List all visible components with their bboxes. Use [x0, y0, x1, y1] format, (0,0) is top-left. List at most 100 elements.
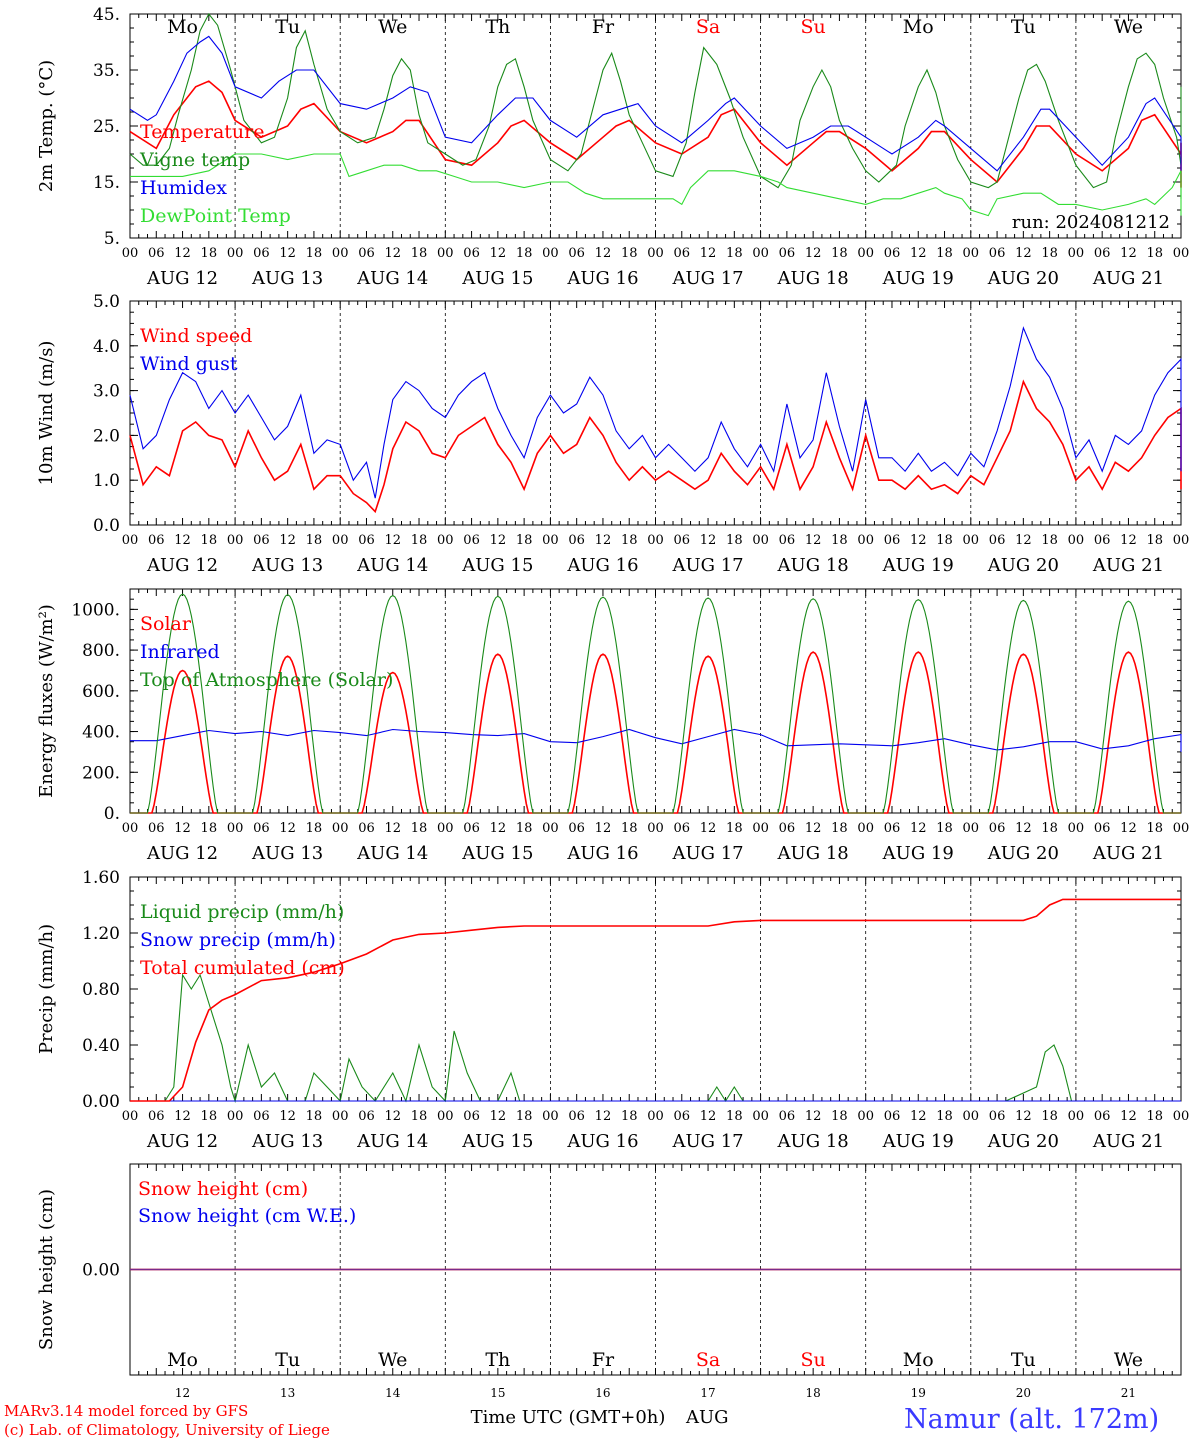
hour-label: 00	[647, 821, 664, 836]
hour-label: 00	[122, 821, 139, 836]
legend-entry: Infrared	[140, 641, 220, 663]
hour-label: 00	[332, 533, 349, 548]
run-label: run: 2024081212	[1012, 212, 1170, 233]
legend-entry: Humidex	[140, 177, 227, 199]
date-label: AUG 15	[461, 555, 533, 576]
hour-label: 00	[963, 1109, 980, 1124]
day-name-bottom: Mo	[167, 1349, 198, 1371]
day-name-top: Tu	[275, 16, 300, 38]
hour-label: 12	[490, 246, 507, 261]
legend-entry: Snow height (cm W.E.)	[138, 1205, 356, 1227]
hour-label: 00	[437, 1109, 454, 1124]
series-line-wind-gust	[129, 326, 1182, 499]
day-number: 13	[280, 1386, 295, 1400]
hour-label: 12	[700, 246, 717, 261]
hour-label: 12	[595, 246, 612, 261]
hour-label: 06	[148, 533, 165, 548]
hour-label: 18	[201, 821, 218, 836]
hour-label: 18	[936, 821, 953, 836]
day-number: 15	[490, 1386, 505, 1400]
day-name-bottom: Mo	[903, 1349, 934, 1371]
hour-label: 12	[1015, 1109, 1032, 1124]
legend-entry: Top of Atmosphere (Solar)	[140, 669, 393, 691]
hour-label: 06	[779, 246, 796, 261]
hour-label: 12	[384, 821, 401, 836]
hour-label: 12	[595, 821, 612, 836]
hour-label: 00	[227, 821, 244, 836]
hour-label: 06	[148, 246, 165, 261]
hour-label: 12	[384, 533, 401, 548]
hour-label: 12	[490, 533, 507, 548]
hour-label: 12	[910, 533, 927, 548]
hour-label: 06	[884, 246, 901, 261]
hour-label: 18	[1146, 821, 1163, 836]
month-label: AUG	[685, 1407, 729, 1428]
hour-label: 18	[516, 246, 533, 261]
hour-label: 18	[306, 246, 323, 261]
date-label: AUG 13	[251, 555, 323, 576]
hour-label: 06	[989, 1109, 1006, 1124]
hour-label: 12	[1015, 533, 1032, 548]
hour-label: 00	[752, 821, 769, 836]
hour-label: 18	[621, 1109, 638, 1124]
date-label: AUG 21	[1092, 843, 1164, 864]
y-axis-label: Precip (mm/h)	[36, 924, 57, 1054]
date-label: AUG 14	[356, 268, 428, 289]
hour-label: 06	[463, 246, 480, 261]
hour-label: 06	[1094, 1109, 1111, 1124]
y-axis-label: 10m Wind (m/s)	[36, 341, 57, 486]
hour-label: 12	[910, 246, 927, 261]
y-tick-label: 15.	[93, 173, 120, 193]
hour-label: 00	[752, 1109, 769, 1124]
hour-label: 12	[174, 533, 191, 548]
y-tick-label: 3.0	[93, 382, 120, 402]
y-tick-label: 0.00	[82, 1092, 120, 1112]
series-line-temperature	[129, 80, 1182, 188]
hour-label: 06	[674, 821, 691, 836]
hour-label: 18	[516, 821, 533, 836]
hour-label: 18	[621, 246, 638, 261]
hour-label: 18	[1146, 1109, 1163, 1124]
hour-label: 12	[805, 246, 822, 261]
hour-label: 18	[726, 533, 743, 548]
hour-label: 18	[1041, 821, 1058, 836]
hour-label: 00	[647, 1109, 664, 1124]
hour-label: 06	[358, 533, 375, 548]
day-name-top: Mo	[167, 16, 198, 38]
hour-label: 18	[936, 533, 953, 548]
hour-label: 18	[1041, 246, 1058, 261]
hour-label: 12	[174, 821, 191, 836]
y-tick-label: 2.0	[93, 426, 120, 446]
date-label: AUG 19	[882, 555, 954, 576]
hour-label: 12	[279, 533, 296, 548]
hour-label: 06	[1094, 821, 1111, 836]
legend-entry: Wind speed	[140, 325, 252, 347]
date-label: AUG 18	[777, 555, 849, 576]
day-name-bottom: We	[1114, 1349, 1143, 1371]
day-number: 20	[1016, 1386, 1031, 1400]
date-label: AUG 12	[146, 843, 218, 864]
hour-label: 18	[516, 533, 533, 548]
hour-label: 12	[490, 821, 507, 836]
hour-label: 06	[358, 821, 375, 836]
hour-label: 06	[253, 533, 270, 548]
hour-label: 00	[752, 246, 769, 261]
day-name-top: Fr	[592, 16, 615, 38]
hour-label: 00	[647, 533, 664, 548]
panel-4	[129, 876, 1182, 1104]
hour-label: 12	[1120, 533, 1137, 548]
hour-label: 00	[1173, 1109, 1190, 1124]
hour-label: 18	[831, 533, 848, 548]
hour-label: 06	[463, 821, 480, 836]
series-line-vigne-temp	[129, 12, 1182, 199]
day-name-bottom: Fr	[592, 1349, 615, 1371]
series-line-infrared	[130, 728, 1182, 752]
hour-label: 18	[1041, 1109, 1058, 1124]
hour-label: 06	[989, 246, 1006, 261]
series-line-wind-speed	[129, 379, 1182, 514]
day-name-bottom: Tu	[275, 1349, 300, 1371]
hour-label: 00	[542, 533, 559, 548]
hour-label: 12	[700, 821, 717, 836]
y-tick-label: 1.20	[82, 924, 120, 944]
hour-label: 00	[963, 246, 980, 261]
